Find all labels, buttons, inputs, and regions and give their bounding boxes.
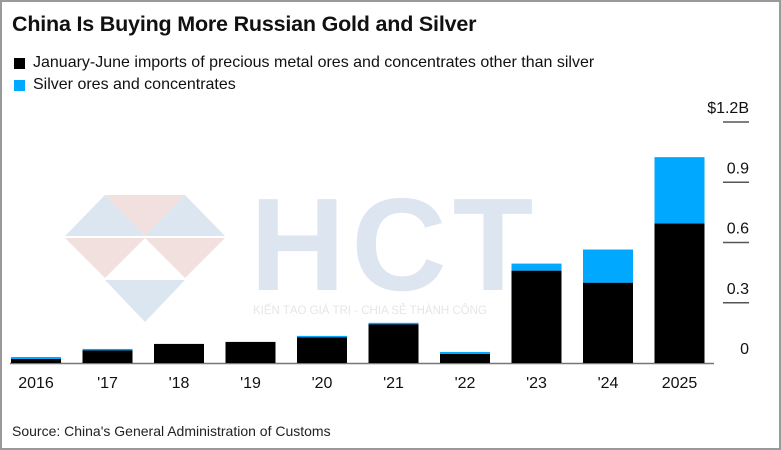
bar-other-ores-2016 <box>11 358 61 363</box>
bar-other-ores-2025 <box>654 223 705 363</box>
x-tick-label: '19 <box>240 375 261 392</box>
legend-label: January-June imports of precious metal o… <box>33 54 595 71</box>
legend-swatch-black <box>14 57 25 69</box>
x-tick-label: '20 <box>312 375 333 392</box>
bar-silver-17 <box>82 348 133 351</box>
watermark-tagline: KIẾN TẠO GIÁ TRỊ - CHIA SẺ THÀNH CÔNG <box>253 304 487 317</box>
bar-silver-22 <box>440 351 490 354</box>
y-tick-label: $1.2B <box>707 100 749 117</box>
x-tick-label: '17 <box>97 375 118 392</box>
chart-title: China Is Buying More Russian Gold and Si… <box>12 12 477 36</box>
y-tick-label: 0.6 <box>727 221 749 238</box>
bar-other-ores-24 <box>583 282 633 363</box>
bar-other-ores-21 <box>368 323 419 363</box>
bar-silver-24 <box>583 249 633 283</box>
x-tick-label: 2025 <box>662 375 698 392</box>
bar-silver-23 <box>511 263 562 271</box>
bar-other-ores-20 <box>297 336 347 363</box>
legend: January-June imports of precious metal o… <box>14 52 594 96</box>
legend-label: Silver ores and concentrates <box>33 76 236 93</box>
source-note: Source: China's General Administration o… <box>12 423 331 439</box>
y-tick-label: 0 <box>740 341 749 358</box>
x-tick-label: '23 <box>526 375 547 392</box>
legend-item-silver-ores: Silver ores and concentrates <box>14 74 594 96</box>
y-tick-label: 0.3 <box>727 281 749 298</box>
bar-other-ores-22 <box>440 353 490 363</box>
bar-silver-21 <box>368 322 419 325</box>
watermark-logo-text: HCT <box>250 171 539 318</box>
watermark-diamond-icon <box>65 195 225 322</box>
y-tick-label: 0.9 <box>727 160 749 177</box>
legend-item-other-ores: January-June imports of precious metal o… <box>14 52 594 74</box>
x-tick-label: '22 <box>455 375 476 392</box>
x-tick-label: 2016 <box>18 375 54 392</box>
x-tick-label: '18 <box>169 375 190 392</box>
bar-other-ores-23 <box>511 270 562 363</box>
bar-silver-2016 <box>11 356 61 359</box>
x-tick-label: '21 <box>383 375 404 392</box>
bar-other-ores-17 <box>82 349 133 363</box>
bar-other-ores-18 <box>154 343 204 363</box>
x-tick-label: '24 <box>598 375 619 392</box>
bar-silver-20 <box>297 335 347 338</box>
bar-silver-2025 <box>654 157 705 224</box>
legend-swatch-blue <box>14 79 25 91</box>
bar-other-ores-19 <box>225 341 276 363</box>
